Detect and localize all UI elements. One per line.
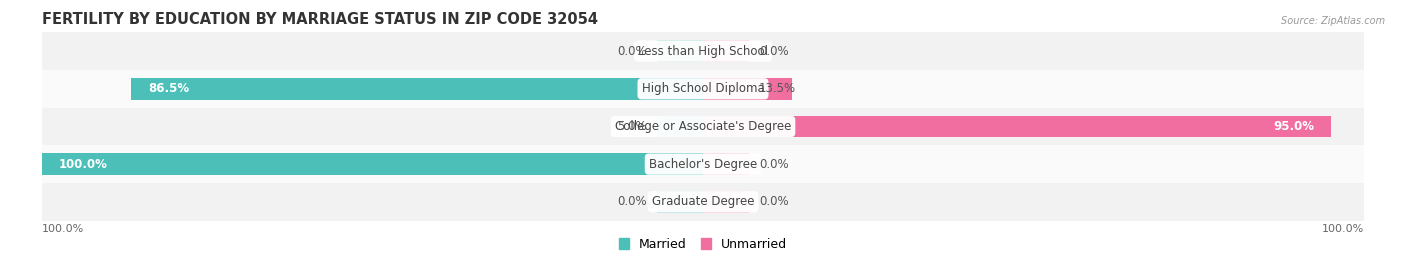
Text: 0.0%: 0.0%	[617, 45, 647, 58]
Bar	[657, 191, 703, 213]
Text: 100.0%: 100.0%	[42, 224, 84, 234]
Text: 95.0%: 95.0%	[1274, 120, 1315, 133]
Bar	[703, 40, 749, 62]
Bar	[703, 78, 792, 100]
Bar	[703, 115, 749, 137]
Legend: Married, Unmarried: Married, Unmarried	[613, 233, 793, 256]
Text: 0.0%: 0.0%	[617, 195, 647, 208]
Bar	[703, 191, 749, 213]
Bar	[657, 153, 703, 175]
Text: 0.0%: 0.0%	[759, 195, 789, 208]
Bar	[42, 153, 703, 175]
Text: High School Diploma: High School Diploma	[641, 82, 765, 95]
Text: 100.0%: 100.0%	[59, 158, 108, 171]
Bar	[42, 70, 1364, 108]
Text: 86.5%: 86.5%	[148, 82, 188, 95]
Text: 13.5%: 13.5%	[759, 82, 796, 95]
Bar	[42, 108, 1364, 145]
Text: Bachelor's Degree: Bachelor's Degree	[650, 158, 756, 171]
Bar	[657, 115, 703, 137]
Text: Less than High School: Less than High School	[638, 45, 768, 58]
Text: 5.0%: 5.0%	[617, 120, 647, 133]
Text: 100.0%: 100.0%	[1322, 224, 1364, 234]
Bar	[42, 183, 1364, 221]
Bar	[657, 78, 703, 100]
Text: 0.0%: 0.0%	[759, 45, 789, 58]
Bar	[703, 153, 749, 175]
Text: Graduate Degree: Graduate Degree	[652, 195, 754, 208]
Bar	[669, 115, 703, 137]
Text: Source: ZipAtlas.com: Source: ZipAtlas.com	[1281, 16, 1385, 26]
Bar	[703, 115, 1330, 137]
Text: College or Associate's Degree: College or Associate's Degree	[614, 120, 792, 133]
Text: FERTILITY BY EDUCATION BY MARRIAGE STATUS IN ZIP CODE 32054: FERTILITY BY EDUCATION BY MARRIAGE STATU…	[42, 12, 598, 27]
Text: 0.0%: 0.0%	[759, 158, 789, 171]
Bar	[42, 145, 1364, 183]
Bar	[703, 78, 749, 100]
Bar	[42, 32, 1364, 70]
Bar	[657, 40, 703, 62]
Bar	[131, 78, 703, 100]
